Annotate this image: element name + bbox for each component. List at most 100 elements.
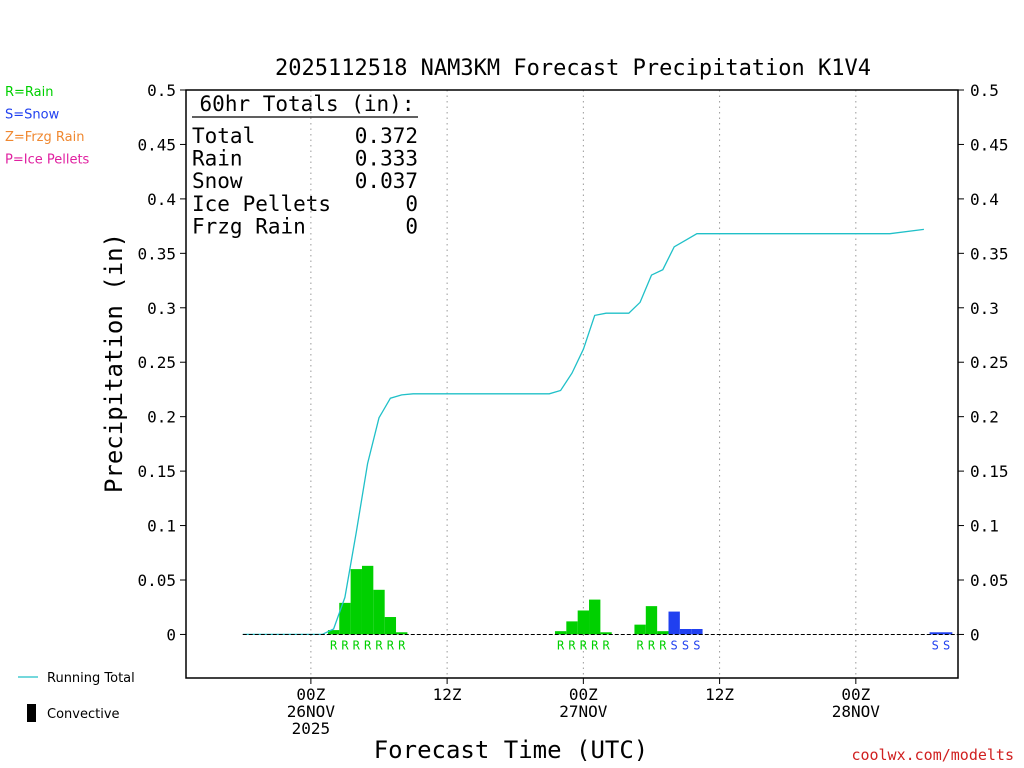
- running-total-legend-label: Running Total: [47, 671, 135, 686]
- totals-row-label: Rain: [192, 147, 243, 171]
- precip-type-letter: R: [557, 638, 565, 652]
- y-tick-label: 0.3: [147, 299, 176, 318]
- chart-title: 2025112518 NAM3KM Forecast Precipitation…: [275, 56, 871, 81]
- precip-type-letter: R: [580, 638, 588, 652]
- precip-bar: [668, 611, 680, 635]
- plot-frame: [185, 89, 959, 679]
- precip-bars: [327, 565, 953, 635]
- x-tick-label: 00Z: [841, 685, 870, 704]
- precip-bar: [634, 624, 646, 635]
- bottom-legend: Running Total Convective: [18, 671, 135, 722]
- y-tick-label: 0.25: [137, 353, 176, 372]
- x-tick-label: 2025: [292, 719, 331, 738]
- y-tick-label-right: 0.1: [970, 517, 999, 536]
- precip-type-legend-item: R=Rain: [5, 85, 54, 100]
- y-tick-label: 0.5: [147, 81, 176, 100]
- precip-bar: [589, 599, 601, 635]
- x-tick-label: 12Z: [433, 685, 462, 704]
- precip-type-letter: R: [364, 638, 372, 652]
- precip-type-letter: S: [932, 638, 939, 652]
- y-tick-label-right: 0.3: [970, 299, 999, 318]
- precip-bar: [396, 632, 408, 635]
- x-axis-label: Forecast Time (UTC): [374, 736, 649, 764]
- precip-type-letter: R: [568, 638, 576, 652]
- x-tick-label: 00Z: [569, 685, 598, 704]
- y-tick-label-right: 0.2: [970, 408, 999, 427]
- precip-bar: [384, 617, 397, 635]
- y-tick-label: 0.05: [137, 571, 176, 590]
- y-tick-label: 0.2: [147, 408, 176, 427]
- totals-row-value: 0: [405, 192, 418, 216]
- y-tick-label-right: 0.05: [970, 571, 1009, 590]
- precip-bar: [339, 602, 351, 635]
- precip-bar: [373, 589, 385, 635]
- totals-row-label: Snow: [192, 169, 243, 193]
- x-tick-label: 12Z: [705, 685, 734, 704]
- precip-bar: [327, 630, 340, 635]
- precip-bar: [940, 632, 953, 635]
- precip-bar: [679, 629, 692, 635]
- precip-type-legend-item: P=Ice Pellets: [5, 153, 90, 168]
- precip-bar: [645, 606, 658, 635]
- precip-bar: [929, 632, 941, 635]
- convective-legend-label: Convective: [47, 707, 120, 722]
- precip-type-letter: S: [671, 638, 678, 652]
- precip-type-letter: S: [693, 638, 700, 652]
- y-tick-label: 0.1: [147, 517, 176, 536]
- precip-type-legend: R=Rain S=Snow Z=Frzg Rain P=Ice Pellets: [5, 85, 90, 168]
- y-tick-label: 0: [166, 625, 176, 644]
- y-tick-label: 0.15: [137, 462, 176, 481]
- precip-type-letter: R: [591, 638, 599, 652]
- x-tick-label: 27NOV: [559, 702, 608, 721]
- precip-bar: [577, 610, 590, 635]
- y-tick-label-right: 0.5: [970, 81, 999, 100]
- precip-bar: [554, 631, 567, 635]
- y-tick-label: 0.35: [137, 244, 176, 263]
- y-tick-label: 0.45: [137, 135, 176, 154]
- running-total-line: [242, 228, 924, 636]
- precip-bar: [600, 632, 612, 635]
- x-tick-label: 28NOV: [832, 702, 881, 721]
- precip-type-legend-item: Z=Frzg Rain: [5, 130, 84, 145]
- precip-type-letter: R: [602, 638, 610, 652]
- precip-type-letter: R: [637, 638, 645, 652]
- totals-row-value: 0: [405, 214, 418, 238]
- y-axis-right: 0 0.05 0.1 0.15 0.2 0.25 0.3 0.35 0.4 0.45 0.5: [958, 81, 1009, 644]
- precip-type-letter: R: [398, 638, 406, 652]
- totals-row-value: 0.372: [355, 124, 418, 148]
- y-axis-label: Precipitation (in): [100, 233, 128, 493]
- precip-type-letter: S: [943, 638, 950, 652]
- totals-row-value: 0.333: [355, 147, 418, 171]
- totals-box: 60hr Totals (in): Total 0.372 Rain 0.333 Snow…: [192, 92, 418, 238]
- precip-type-letter: R: [375, 638, 383, 652]
- precip-type-legend-item: S=Snow: [5, 108, 60, 123]
- precip-type-letter: R: [387, 638, 395, 652]
- precip-type-letter: R: [341, 638, 349, 652]
- precip-type-letter: R: [648, 638, 656, 652]
- x-tick-label: 00Z: [296, 685, 325, 704]
- totals-title: 60hr Totals (in):: [200, 92, 415, 116]
- precip-bar: [361, 565, 374, 635]
- totals-row-label: Frzg Rain: [192, 214, 306, 238]
- credit-text: coolwx.com/modelts: [851, 746, 1014, 764]
- totals-row-label: Total: [192, 124, 255, 148]
- precip-bar: [657, 631, 669, 635]
- precip-bar: [566, 621, 578, 635]
- x-tick-label: 26NOV: [287, 702, 336, 721]
- precip-bar: [350, 569, 362, 635]
- precip-type-letter: S: [682, 638, 689, 652]
- y-tick-label-right: 0.45: [970, 135, 1009, 154]
- y-axis-left: 0 0.05 0.1 0.15 0.2 0.25 0.3 0.35 0.4 0.45 0.5: [137, 81, 186, 644]
- precip-type-letter: R: [659, 638, 667, 652]
- precip-type-letter: R: [353, 638, 361, 652]
- y-tick-label-right: 0.4: [970, 190, 999, 209]
- y-tick-label-right: 0: [970, 625, 980, 644]
- totals-row-label: Ice Pellets: [192, 192, 331, 216]
- y-tick-label-right: 0.15: [970, 462, 1009, 481]
- y-tick-label-right: 0.35: [970, 244, 1009, 263]
- precip-bar: [691, 629, 703, 635]
- y-tick-label-right: 0.25: [970, 353, 1009, 372]
